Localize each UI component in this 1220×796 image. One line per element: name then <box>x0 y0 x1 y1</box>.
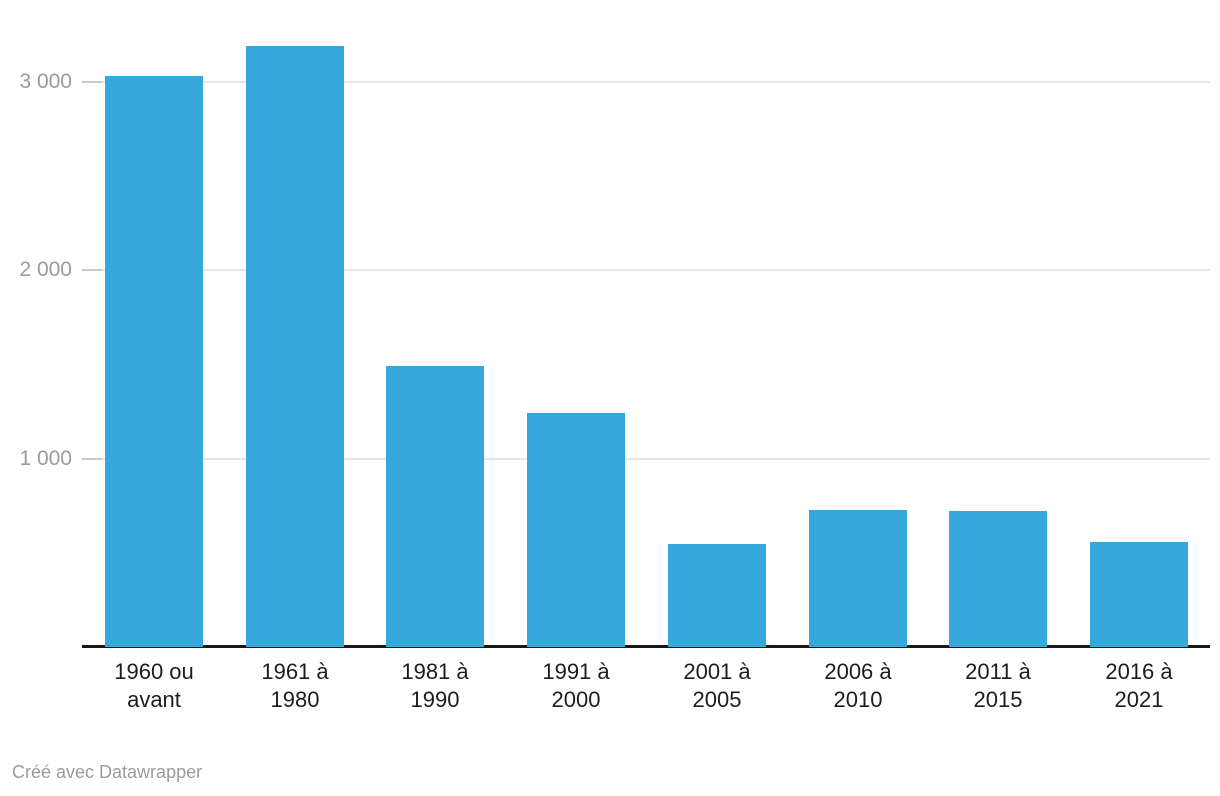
y-gridline <box>82 458 1210 460</box>
y-tick-mark <box>82 458 102 460</box>
y-tick-label: 2 000 <box>19 258 72 281</box>
bar <box>246 46 344 647</box>
x-tick-label: 1981 à 1990 <box>401 659 469 712</box>
y-gridline <box>82 269 1210 271</box>
y-tick-mark <box>82 81 102 83</box>
x-tick-label: 2006 à 2010 <box>824 659 892 712</box>
x-tick-label: 1991 à 2000 <box>542 659 610 712</box>
x-axis-line <box>82 645 1210 648</box>
y-tick-label: 3 000 <box>19 70 72 93</box>
x-tick-label: 1960 ou avant <box>114 659 194 712</box>
x-tick-label: 2011 à 2015 <box>965 659 1031 712</box>
x-tick-label: 2016 à 2021 <box>1105 659 1173 712</box>
bar <box>668 544 766 647</box>
bar <box>105 76 203 647</box>
y-tick-label: 1 000 <box>19 447 72 470</box>
plot-area: 1 000 2 000 3 000 <box>19 46 1210 648</box>
attribution-link[interactable]: Créé avec Datawrapper <box>12 762 203 782</box>
x-axis-labels: 1960 ou avant 1961 à 1980 1981 à 1990 1991 … <box>0 658 1220 728</box>
bar <box>527 413 625 647</box>
y-tick-mark <box>82 269 102 271</box>
y-gridline <box>82 81 1210 83</box>
bar <box>809 510 907 647</box>
bar <box>1090 542 1188 647</box>
x-tick-label: 2001 à 2005 <box>683 659 751 712</box>
bar <box>949 511 1047 647</box>
x-tick-label: 1961 à 1980 <box>261 659 329 712</box>
bar <box>386 366 484 647</box>
